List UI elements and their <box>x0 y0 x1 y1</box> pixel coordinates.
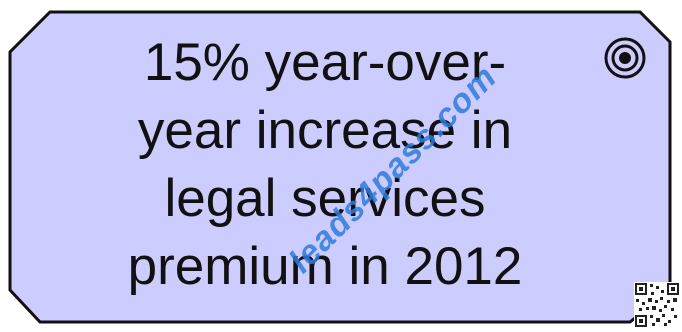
qr-code-icon <box>634 282 680 328</box>
label-line: legal services <box>164 169 486 228</box>
label-line: year increase in <box>137 101 513 160</box>
label-line: premium in 2012 <box>127 237 523 296</box>
artifact-border <box>8 10 672 324</box>
artifact-icon <box>604 37 646 79</box>
label-line: 15% year-over- <box>143 33 507 92</box>
artifact-label: 15% year-over- year increase in legal se… <box>90 30 560 300</box>
